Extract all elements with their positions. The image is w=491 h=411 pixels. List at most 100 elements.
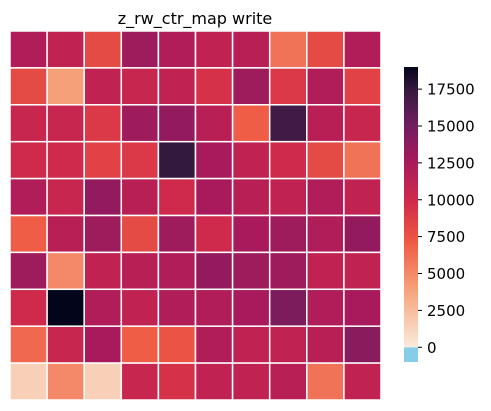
- heatmap-cell-r5-c4: [157, 214, 197, 254]
- heatmap-cell-r6-c1: [46, 251, 85, 291]
- heatmap-cell-r9-c2: [83, 362, 123, 401]
- heatmap-cell-r5-c8: [306, 214, 345, 254]
- heatmap-cell-r4-c8: [306, 177, 345, 217]
- heatmap-cell-r0-c3: [120, 30, 160, 69]
- heatmap-cell-r6-c0: [9, 251, 48, 291]
- heatmap-cell-r8-c0: [9, 325, 48, 364]
- colorbar: 0 2500 5000 7500 10000 12500 15000 17500: [404, 67, 475, 362]
- heatmap-cell-r0-c6: [231, 30, 271, 69]
- heatmap-cell-r4-c1: [46, 177, 85, 217]
- colorbar-tick-label: 2500: [427, 302, 465, 320]
- heatmap-cell-r6-c9: [343, 251, 382, 291]
- heatmap-cell-r8-c7: [268, 325, 308, 364]
- heatmap-cell-r8-c9: [343, 325, 382, 364]
- heatmap-cells: [9, 30, 382, 401]
- colorbar-tick-label: 7500: [427, 228, 465, 246]
- heatmap-cell-r1-c5: [194, 67, 234, 106]
- heatmap-cell-r7-c6: [231, 288, 271, 327]
- heatmap-cell-r5-c9: [343, 214, 382, 254]
- heatmap-cell-r3-c2: [83, 140, 123, 180]
- heatmap-cell-r2-c6: [231, 104, 271, 143]
- heatmap-cell-r7-c5: [194, 288, 234, 327]
- heatmap-cell-r1-c9: [343, 67, 382, 106]
- heatmap-cell-r8-c1: [46, 325, 85, 364]
- heatmap-cell-r2-c1: [46, 104, 85, 143]
- heatmap-cell-r1-c7: [268, 67, 308, 106]
- heatmap-cell-r1-c3: [120, 67, 160, 106]
- heatmap-cell-r2-c0: [9, 104, 48, 143]
- heatmap-cell-r6-c7: [268, 251, 308, 291]
- heatmap-cell-r4-c0: [9, 177, 48, 217]
- heatmap-cell-r1-c4: [157, 67, 197, 106]
- heatmap-cell-r9-c8: [306, 362, 345, 401]
- heatmap-cell-r6-c3: [120, 251, 160, 291]
- heatmap-cell-r3-c4: [157, 140, 197, 180]
- heatmap-cell-r8-c3: [120, 325, 160, 364]
- colorbar-zero-segment: [404, 347, 418, 362]
- heatmap-cell-r5-c3: [120, 214, 160, 254]
- heatmap-cell-r6-c5: [194, 251, 234, 291]
- heatmap-cell-r4-c4: [157, 177, 197, 217]
- heatmap-cell-r8-c8: [306, 325, 345, 364]
- heatmap-cell-r7-c3: [120, 288, 160, 327]
- heatmap-cell-r3-c0: [9, 140, 48, 180]
- heatmap-cell-r3-c9: [343, 140, 382, 180]
- heatmap-cell-r7-c2: [83, 288, 123, 327]
- heatmap-cell-r8-c5: [194, 325, 234, 364]
- heatmap-cell-r3-c6: [231, 140, 271, 180]
- heatmap-cell-r8-c6: [231, 325, 271, 364]
- heatmap-cell-r2-c9: [343, 104, 382, 143]
- heatmap-cell-r7-c8: [306, 288, 345, 327]
- heatmap-cell-r5-c6: [231, 214, 271, 254]
- heatmap-cell-r9-c7: [268, 362, 308, 401]
- colorbar-tick-label: 10000: [427, 191, 475, 209]
- heatmap-cell-r0-c4: [157, 30, 197, 69]
- heatmap-cell-r4-c3: [120, 177, 160, 217]
- colorbar-gradient: [404, 67, 418, 348]
- heatmap-cell-r9-c0: [9, 362, 48, 401]
- heatmap-cell-r6-c4: [157, 251, 197, 291]
- heatmap-cell-r6-c6: [231, 251, 271, 291]
- heatmap-cell-r6-c8: [306, 251, 345, 291]
- heatmap-cell-r9-c9: [343, 362, 382, 401]
- heatmap-cell-r0-c8: [306, 30, 345, 69]
- heatmap-cell-r2-c5: [194, 104, 234, 143]
- heatmap-cell-r9-c3: [120, 362, 160, 401]
- heatmap-cell-r0-c1: [46, 30, 85, 69]
- heatmap-cell-r2-c7: [268, 104, 308, 143]
- heatmap-cell-r6-c2: [83, 251, 123, 291]
- heatmap-cell-r1-c2: [83, 67, 123, 106]
- heatmap-cell-r1-c1: [46, 67, 85, 106]
- colorbar-tick-label: 12500: [427, 154, 475, 172]
- heatmap-cell-r3-c8: [306, 140, 345, 180]
- heatmap-cell-r4-c7: [268, 177, 308, 217]
- heatmap-cell-r0-c2: [83, 30, 123, 69]
- heatmap-cell-r8-c2: [83, 325, 123, 364]
- heatmap-cell-r1-c0: [9, 67, 48, 106]
- heatmap-cell-r5-c1: [46, 214, 85, 254]
- heatmap-cell-r3-c3: [120, 140, 160, 180]
- heatmap-cell-r7-c1: [46, 288, 85, 327]
- heatmap-cell-r3-c7: [268, 140, 308, 180]
- heatmap-cell-r9-c4: [157, 362, 197, 401]
- heatmap-cell-r7-c0: [9, 288, 48, 327]
- colorbar-tick-label: 5000: [427, 265, 465, 283]
- heatmap-cell-r1-c8: [306, 67, 345, 106]
- colorbar-tick-label: 0: [427, 339, 437, 357]
- heatmap-cell-r4-c9: [343, 177, 382, 217]
- heatmap-cell-r5-c0: [9, 214, 48, 254]
- chart-title: z_rw_ctr_map write: [118, 9, 273, 29]
- heatmap-cell-r2-c2: [83, 104, 123, 143]
- heatmap-cell-r0-c0: [9, 30, 48, 69]
- heatmap-cell-r8-c4: [157, 325, 197, 364]
- heatmap-cell-r2-c4: [157, 104, 197, 143]
- heatmap-cell-r7-c4: [157, 288, 197, 327]
- heatmap-cell-r9-c6: [231, 362, 271, 401]
- heatmap-cell-r3-c5: [194, 140, 234, 180]
- heatmap-cell-r0-c9: [343, 30, 382, 69]
- heatmap-cell-r5-c5: [194, 214, 234, 254]
- heatmap-cell-r2-c3: [120, 104, 160, 143]
- heatmap-cell-r4-c5: [194, 177, 234, 217]
- heatmap-cell-r3-c1: [46, 140, 85, 180]
